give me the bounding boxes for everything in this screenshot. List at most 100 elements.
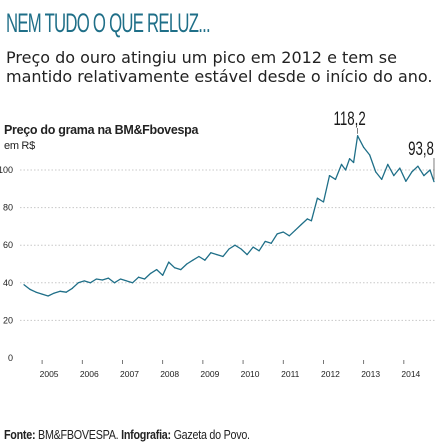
data-point — [222, 255, 224, 258]
data-point — [65, 291, 67, 293]
y-tick-label: 0 — [8, 353, 13, 363]
y-tick-label: 40 — [3, 278, 13, 288]
data-point — [47, 295, 49, 297]
data-point — [322, 201, 325, 203]
x-tick-label: 2013 — [361, 369, 380, 379]
x-tick-label: 2007 — [120, 369, 139, 379]
data-point — [334, 178, 337, 180]
grid-lines — [20, 169, 436, 321]
data-point — [192, 259, 194, 261]
subtitle: Preço do ouro atingiu um pico em 2012 e … — [6, 48, 433, 86]
data-point — [101, 279, 103, 281]
y-tick-label: 100 — [0, 165, 13, 175]
data-point — [369, 154, 371, 156]
data-point — [353, 161, 355, 164]
data-point — [429, 169, 431, 171]
data-point — [381, 178, 383, 180]
data-point — [433, 181, 435, 183]
data-point — [417, 165, 419, 167]
data-point — [348, 158, 351, 160]
y-tick-label: 20 — [3, 315, 13, 325]
data-point — [41, 293, 43, 295]
data-point — [29, 288, 31, 290]
data-point — [156, 269, 158, 271]
data-point — [306, 218, 308, 220]
data-point — [340, 163, 343, 165]
y-tick-label: 60 — [3, 240, 13, 250]
data-point — [270, 242, 272, 244]
data-point — [328, 175, 331, 177]
data-point — [316, 197, 319, 199]
data-point — [95, 278, 97, 280]
data-point — [240, 248, 242, 250]
data-point — [59, 290, 61, 292]
data-point — [294, 229, 296, 231]
x-tick-label: 2011 — [281, 369, 300, 379]
data-point — [288, 235, 290, 237]
series-layer — [23, 135, 435, 297]
data-point — [77, 282, 79, 284]
data-point — [198, 255, 200, 258]
data-point — [174, 267, 176, 269]
data-point — [264, 240, 266, 243]
data-point — [204, 259, 206, 261]
data-point — [363, 146, 365, 149]
data-point — [125, 280, 128, 282]
data-point — [162, 274, 164, 276]
data-point — [71, 287, 73, 290]
data-point — [107, 277, 110, 279]
headline: NEM TUDO O QUE RELUZ... — [6, 8, 211, 38]
x-tick-label: 2006 — [80, 369, 99, 379]
x-tick-label: 2009 — [200, 369, 219, 379]
data-point — [228, 248, 230, 250]
data-point — [344, 169, 347, 171]
data-point — [405, 180, 407, 182]
data-point — [119, 278, 122, 280]
y-tick-label: 80 — [3, 203, 13, 213]
x-tick-labels: 2005 2006 2007 2008 2009 2010 2011 2012 2013 2014 — [40, 360, 421, 379]
data-point — [143, 278, 146, 280]
data-point — [186, 263, 188, 265]
data-point — [310, 220, 312, 222]
annotation-label: 118,2 — [333, 109, 365, 130]
source-value: BM&FBOVESPA. — [38, 428, 119, 442]
data-point — [113, 282, 116, 284]
data-point — [411, 171, 413, 173]
data-point — [168, 261, 170, 263]
data-point — [387, 163, 389, 165]
data-point — [150, 272, 152, 274]
data-point — [35, 291, 37, 293]
unit-label: em R$ — [4, 140, 35, 152]
data-point — [300, 223, 302, 226]
credit-value: Gazeta do Povo. — [173, 428, 250, 442]
source-note: Fonte: BM&FBOVESPA. Infografia: Gazeta d… — [4, 428, 250, 442]
data-point — [399, 167, 401, 169]
data-point — [357, 135, 359, 137]
x-tick-label: 2010 — [241, 369, 260, 379]
x-tick-label: 2012 — [321, 369, 340, 379]
data-point — [89, 282, 91, 284]
y-tick-labels: 0 20 40 60 80 100 — [0, 165, 13, 363]
data-point — [234, 244, 236, 246]
data-point — [131, 282, 134, 284]
annotation-layer: 118,2 93,8 — [333, 109, 435, 180]
data-point — [252, 246, 254, 248]
data-point — [423, 175, 425, 177]
chart-title: Preço do grama na BM&Fbovespa — [4, 123, 199, 137]
data-point — [276, 233, 278, 235]
data-point — [258, 250, 260, 252]
x-tick-label: 2014 — [401, 369, 420, 379]
x-tick-label: 2005 — [40, 369, 59, 379]
data-point — [23, 284, 25, 286]
data-point — [282, 231, 284, 233]
annotation-label: 93,8 — [408, 139, 434, 160]
data-point — [246, 254, 248, 256]
source-label: Fonte: — [4, 428, 36, 442]
data-point — [375, 171, 377, 173]
data-point — [137, 276, 140, 278]
x-tick-label: 2008 — [160, 369, 179, 379]
data-point — [216, 254, 218, 256]
credit-label: Infografia: — [121, 428, 171, 442]
data-point — [210, 252, 212, 254]
gold-price-chart: 0 20 40 60 80 100 2005 2006 2007 2008 2009 2010 201… — [0, 109, 436, 379]
